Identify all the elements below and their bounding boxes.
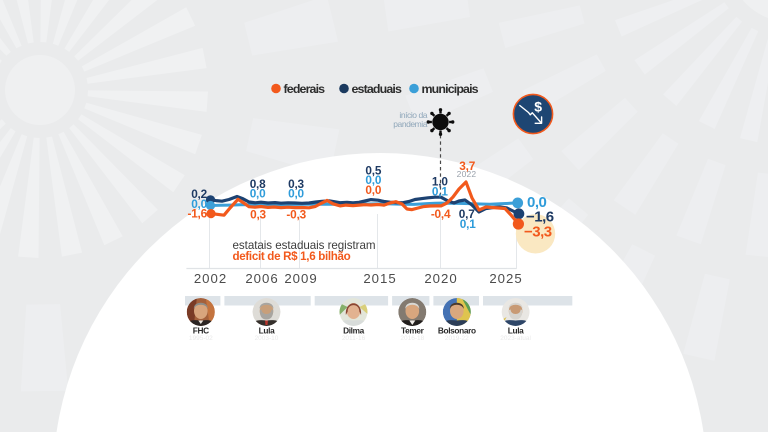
svg-text:FHC: FHC	[193, 326, 209, 336]
svg-text:2019-22: 2019-22	[445, 335, 469, 342]
svg-text:início da: início da	[399, 110, 427, 120]
svg-text:2025: 2025	[489, 271, 522, 286]
svg-text:2011-16: 2011-16	[342, 335, 366, 342]
svg-text:0,5: 0,5	[365, 163, 381, 177]
svg-text:$: $	[534, 98, 542, 114]
svg-text:−3,3: −3,3	[524, 223, 552, 240]
svg-text:0,8: 0,8	[250, 177, 266, 191]
svg-text:estatais estaduais registram: estatais estaduais registram	[233, 239, 376, 252]
svg-text:Lula: Lula	[508, 326, 524, 336]
svg-text:0,7: 0,7	[459, 207, 475, 221]
svg-text:2016-18: 2016-18	[400, 335, 424, 342]
svg-text:2020: 2020	[424, 271, 457, 286]
svg-text:2002: 2002	[194, 271, 227, 286]
svg-text:-0,4: -0,4	[431, 207, 451, 221]
svg-text:2022: 2022	[457, 169, 477, 179]
svg-text:3,7: 3,7	[459, 159, 475, 173]
svg-text:0,0: 0,0	[527, 194, 547, 211]
svg-text:1,0: 1,0	[432, 175, 448, 189]
svg-text:0,0: 0,0	[365, 173, 381, 187]
svg-text:0,3: 0,3	[250, 208, 266, 222]
svg-text:0,2: 0,2	[191, 187, 207, 201]
svg-text:2023-atual: 2023-atual	[500, 335, 531, 342]
svg-text:federais: federais	[284, 82, 326, 96]
svg-text:-0,3: -0,3	[286, 208, 306, 222]
svg-text:pandemia: pandemia	[393, 119, 427, 129]
svg-text:0,1: 0,1	[460, 217, 476, 231]
svg-text:2015: 2015	[363, 271, 396, 286]
svg-text:0,0: 0,0	[365, 183, 381, 197]
svg-text:estaduais: estaduais	[352, 82, 402, 96]
svg-text:0,1: 0,1	[432, 185, 448, 199]
svg-text:−1,6: −1,6	[526, 209, 554, 226]
svg-text:Lula: Lula	[259, 326, 275, 336]
svg-text:2009: 2009	[284, 271, 317, 286]
svg-text:2003-10: 2003-10	[255, 335, 279, 342]
svg-text:0,3: 0,3	[288, 177, 304, 191]
svg-text:Bolsonaro: Bolsonaro	[438, 326, 476, 336]
svg-text:Temer: Temer	[401, 326, 425, 336]
svg-text:2006: 2006	[245, 271, 278, 286]
svg-text:Dilma: Dilma	[343, 326, 365, 336]
svg-text:municipais: municipais	[422, 82, 479, 96]
svg-text:deficit de R$ 1,6 bilhão: deficit de R$ 1,6 bilhão	[233, 250, 351, 263]
svg-text:0,0: 0,0	[250, 187, 266, 201]
svg-text:1995-02: 1995-02	[189, 335, 213, 342]
svg-text:0,0: 0,0	[288, 187, 304, 201]
svg-text:-1,6: -1,6	[187, 207, 207, 221]
svg-text:0,0: 0,0	[191, 197, 207, 211]
